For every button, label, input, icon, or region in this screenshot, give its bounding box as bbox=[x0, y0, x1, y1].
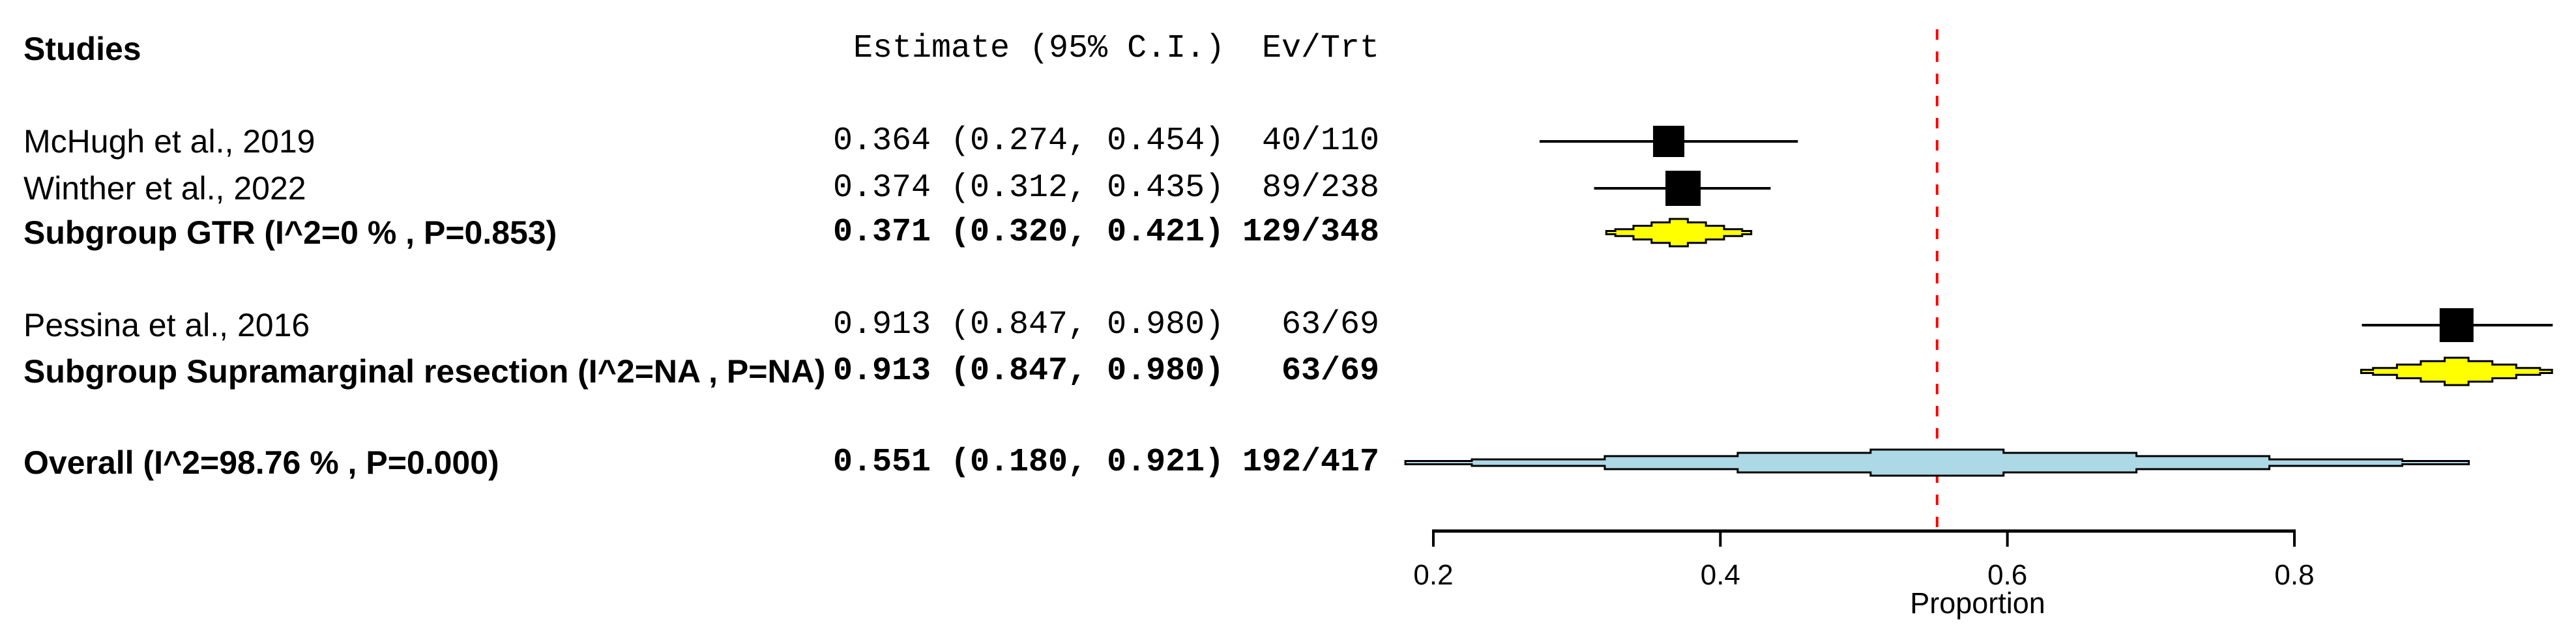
x-tick-label: 0.8 bbox=[2274, 559, 2314, 591]
x-tick-label: 0.6 bbox=[1987, 559, 2027, 591]
effect-square bbox=[2439, 308, 2474, 342]
summary-diamond bbox=[2360, 356, 2553, 386]
study-label: Subgroup Supramarginal resection (I^2=NA… bbox=[23, 353, 826, 390]
summary-diamond bbox=[1404, 448, 2470, 477]
x-axis-title: Proportion bbox=[1910, 586, 2045, 620]
study-label: Overall (I^2=98.76 % , P=0.000) bbox=[23, 444, 499, 481]
ev-trt-value: 89/238 bbox=[1261, 169, 1379, 207]
estimate-value: 0.371 (0.320, 0.421) bbox=[833, 214, 1225, 251]
column-header-ev-trt: Ev/Trt bbox=[1261, 30, 1379, 67]
ev-trt-value: 129/348 bbox=[1242, 214, 1379, 251]
summary-diamond bbox=[1605, 218, 1753, 248]
ev-trt-value: 40/110 bbox=[1261, 122, 1379, 160]
column-header-studies: Studies bbox=[23, 31, 141, 67]
effect-square bbox=[1665, 171, 1701, 206]
ev-trt-value: 192/417 bbox=[1242, 444, 1379, 481]
x-tick-label: 0.4 bbox=[1701, 559, 1740, 591]
estimate-value: 0.913 (0.847, 0.980) bbox=[833, 306, 1225, 343]
study-label: Pessina et al., 2016 bbox=[23, 307, 310, 343]
estimate-value: 0.913 (0.847, 0.980) bbox=[833, 353, 1225, 390]
study-label: McHugh et al., 2019 bbox=[23, 123, 315, 160]
ev-trt-value: 63/69 bbox=[1281, 306, 1379, 343]
x-tick-label: 0.2 bbox=[1413, 559, 1453, 591]
estimate-value: 0.364 (0.274, 0.454) bbox=[833, 122, 1225, 160]
study-label: Subgroup GTR (I^2=0 % , P=0.853) bbox=[23, 214, 557, 251]
ev-trt-value: 63/69 bbox=[1281, 353, 1379, 390]
column-header-estimate-ci: Estimate (95% C.I.) bbox=[853, 30, 1225, 67]
study-label: Winther et al., 2022 bbox=[23, 170, 306, 207]
effect-square bbox=[1653, 126, 1685, 157]
estimate-value: 0.374 (0.312, 0.435) bbox=[833, 169, 1225, 207]
estimate-value: 0.551 (0.180, 0.921) bbox=[833, 444, 1225, 481]
